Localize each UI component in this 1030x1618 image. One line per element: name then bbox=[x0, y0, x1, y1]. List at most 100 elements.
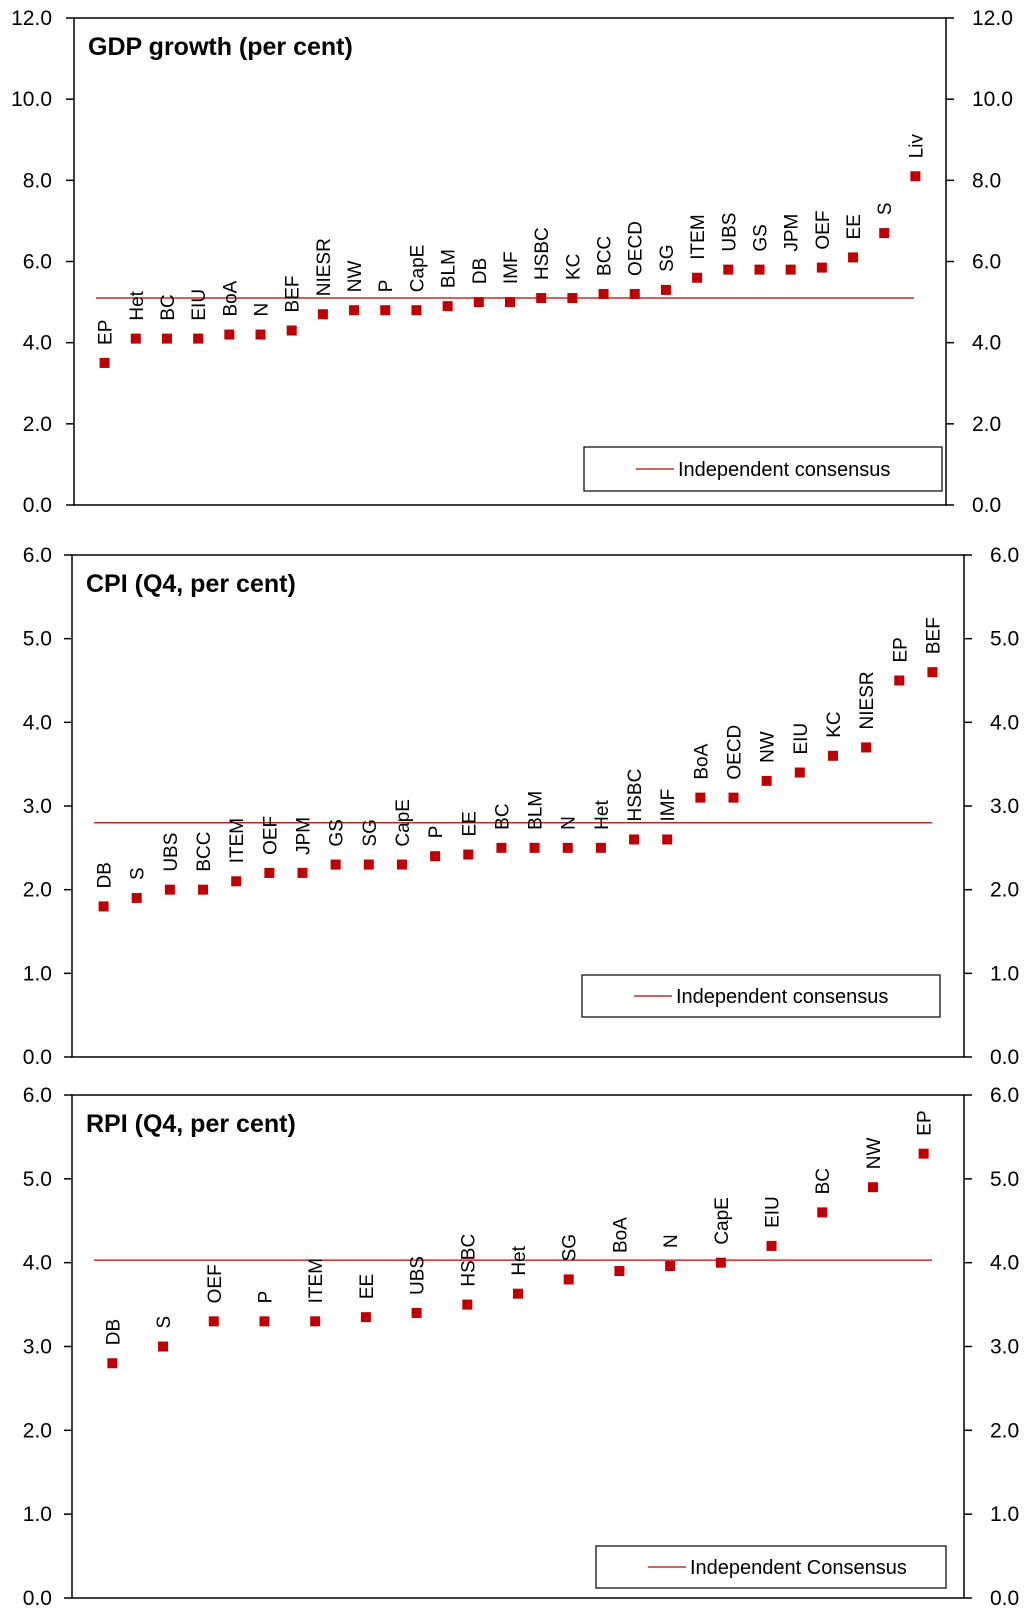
category-label: SG bbox=[360, 819, 381, 846]
category-label: BLM bbox=[439, 249, 460, 288]
data-point-S bbox=[131, 893, 142, 904]
category-label: JPM bbox=[294, 817, 315, 855]
category-label: Het bbox=[509, 1245, 530, 1275]
category-label: OEF bbox=[260, 816, 281, 855]
category-label: EP bbox=[96, 320, 117, 345]
category-label: S bbox=[154, 1316, 175, 1329]
data-point-EE bbox=[848, 252, 859, 263]
data-point-EIU bbox=[766, 1240, 777, 1251]
category-label: DB bbox=[470, 258, 491, 284]
data-point-BoA bbox=[224, 329, 235, 340]
category-label: IMF bbox=[658, 789, 679, 822]
data-point-NW bbox=[867, 1182, 878, 1193]
category-label: JPM bbox=[782, 214, 803, 252]
y-tick-label-right: 0.0 bbox=[990, 1587, 1019, 1610]
data-point-S bbox=[879, 228, 890, 239]
data-point-UBS bbox=[723, 264, 734, 275]
y-tick-label-right: 6.0 bbox=[990, 544, 1019, 567]
category-label: BEF bbox=[283, 276, 304, 313]
y-tick-label-left: 2.0 bbox=[23, 879, 52, 902]
y-tick-label-left: 5.0 bbox=[23, 628, 52, 651]
data-point-SG bbox=[563, 1274, 574, 1285]
legend-label: Independent consensus bbox=[676, 986, 888, 1008]
y-tick-label-right: 5.0 bbox=[990, 628, 1019, 651]
y-tick-label-left: 4.0 bbox=[23, 1252, 52, 1275]
category-label: UBS bbox=[408, 1256, 429, 1295]
data-point-IMF bbox=[662, 834, 673, 845]
data-point-S bbox=[158, 1341, 169, 1352]
data-point-P bbox=[380, 305, 391, 316]
y-tick-label-right: 3.0 bbox=[990, 1336, 1019, 1359]
data-point-ITEM bbox=[310, 1316, 321, 1327]
y-tick-label-left: 4.0 bbox=[23, 711, 52, 734]
category-label: HSBC bbox=[625, 769, 646, 822]
y-tick-label-left: 2.0 bbox=[23, 1419, 52, 1442]
category-label: ITEM bbox=[227, 818, 248, 863]
category-label: NW bbox=[864, 1137, 885, 1169]
y-tick-label-left: 6.0 bbox=[23, 251, 52, 274]
y-tick-label-right: 10.0 bbox=[972, 88, 1013, 111]
category-label: BCC bbox=[194, 832, 215, 872]
legend-label: Independent Consensus bbox=[690, 1557, 907, 1579]
y-tick-label-right: 2.0 bbox=[972, 413, 1001, 436]
category-label: BoA bbox=[610, 1217, 631, 1253]
category-label: CapE bbox=[393, 799, 414, 847]
category-label: EE bbox=[459, 811, 480, 836]
panel-title: RPI (Q4, per cent) bbox=[86, 1110, 296, 1138]
data-point-CapE bbox=[715, 1257, 726, 1268]
y-tick-label-right: 0.0 bbox=[990, 1046, 1019, 1069]
category-label: HSBC bbox=[532, 227, 553, 280]
category-label: SG bbox=[657, 244, 678, 271]
data-point-DB bbox=[473, 297, 484, 308]
data-point-EP bbox=[894, 675, 905, 686]
y-tick-label-right: 5.0 bbox=[990, 1168, 1019, 1191]
data-point-BC bbox=[817, 1207, 828, 1218]
data-point-EP bbox=[918, 1148, 929, 1159]
data-point-OEF bbox=[208, 1316, 219, 1327]
data-point-BC bbox=[161, 333, 172, 344]
category-label: EE bbox=[844, 214, 865, 239]
y-tick-label-left: 0.0 bbox=[23, 494, 52, 517]
y-tick-label-right: 6.0 bbox=[972, 251, 1001, 274]
category-label: BLM bbox=[526, 791, 547, 830]
category-label: CapE bbox=[407, 245, 428, 293]
category-label: P bbox=[426, 826, 447, 839]
y-tick-label-right: 4.0 bbox=[990, 711, 1019, 734]
y-tick-label-right: 8.0 bbox=[972, 169, 1001, 192]
category-label: N bbox=[661, 1234, 682, 1248]
data-point-GS bbox=[754, 264, 765, 275]
y-tick-label-left: 6.0 bbox=[23, 544, 52, 567]
category-label: NW bbox=[345, 260, 366, 292]
y-tick-label-right: 0.0 bbox=[972, 494, 1001, 517]
category-label: KC bbox=[563, 254, 584, 280]
data-point-N bbox=[665, 1261, 676, 1272]
category-label: N bbox=[252, 303, 273, 317]
y-tick-label-right: 2.0 bbox=[990, 879, 1019, 902]
data-point-ITEM bbox=[231, 876, 242, 887]
y-tick-label-left: 12.0 bbox=[11, 7, 52, 30]
category-label: P bbox=[255, 1291, 276, 1304]
data-point-EIU bbox=[794, 767, 805, 778]
data-point-OECD bbox=[629, 288, 640, 299]
data-point-Het bbox=[595, 842, 606, 853]
category-label: N bbox=[559, 816, 580, 830]
y-tick-label-right: 1.0 bbox=[990, 1503, 1019, 1526]
category-label: EP bbox=[890, 637, 911, 662]
category-label: Liv bbox=[906, 133, 927, 158]
chart-panel-2: 0.0 0.0 1.0 1.0 2.0 2.0 3.0 3.0 4.0 4.0 5.0 5.0 6.0 6… bbox=[23, 544, 1019, 1069]
data-point-P bbox=[430, 851, 441, 862]
y-tick-label-right: 6.0 bbox=[990, 1084, 1019, 1107]
category-label: BoA bbox=[220, 280, 241, 316]
data-point-BEF bbox=[927, 667, 938, 678]
category-label: OECD bbox=[626, 221, 647, 276]
data-point-DB bbox=[98, 901, 109, 912]
data-point-SG bbox=[363, 859, 374, 870]
chart-panel-3: 0.0 0.0 1.0 1.0 2.0 2.0 3.0 3.0 4.0 4.0 5.0 5.0 6.0 6… bbox=[23, 1084, 1019, 1610]
data-point-BLM bbox=[529, 842, 540, 853]
data-point-NIESR bbox=[317, 309, 328, 320]
category-label: GS bbox=[327, 819, 348, 846]
category-label: HSBC bbox=[458, 1234, 479, 1287]
data-point-EE bbox=[360, 1312, 371, 1323]
category-label: BC bbox=[813, 1168, 834, 1194]
data-point-KC bbox=[827, 750, 838, 761]
